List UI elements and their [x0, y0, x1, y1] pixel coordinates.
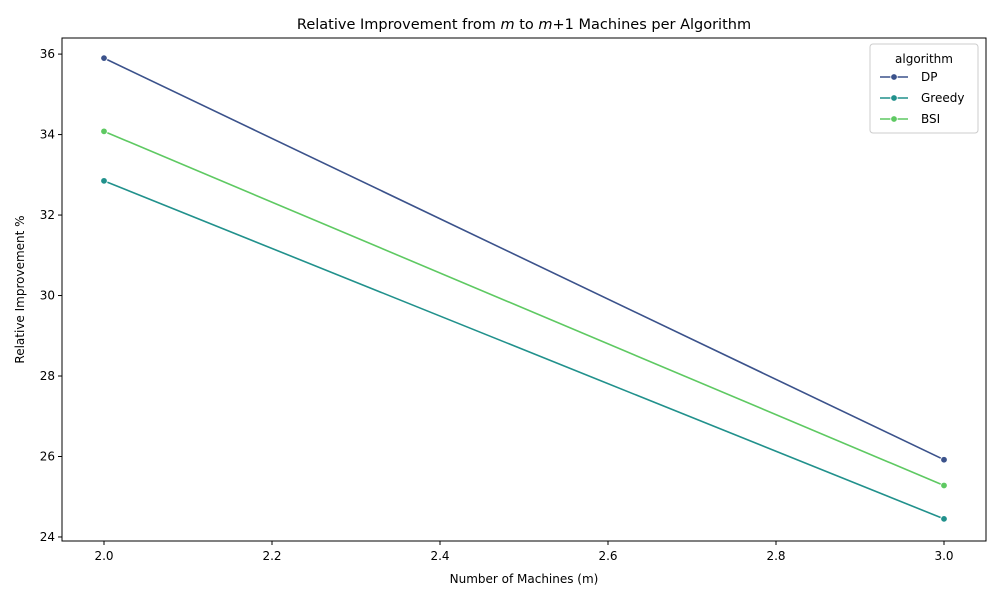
plot-frame [61, 37, 987, 542]
y-axis-label: Relative Improvement % [13, 215, 27, 363]
legend-entries: DP Greedy BSI [880, 70, 964, 126]
data-point-dp [940, 456, 948, 464]
y-tick-label: 34 [40, 128, 55, 142]
x-tick-label: 2.2 [262, 549, 281, 563]
legend-box [869, 43, 979, 134]
x-tick-label: 2.8 [766, 549, 785, 563]
series-line-dp [103, 57, 945, 461]
legend-title: algorithm [895, 52, 953, 66]
y-tick-label: 36 [40, 47, 55, 61]
data-point-greedy [100, 177, 108, 185]
x-tick-label: 2.4 [430, 549, 449, 563]
data-point-dp [100, 54, 108, 62]
legend-marker-dp [890, 73, 898, 81]
x-axis-label: Number of Machines (m) [450, 572, 599, 586]
y-tick-label: 24 [40, 530, 55, 544]
data-point-bsi [100, 127, 108, 136]
legend-marker-greedy [890, 94, 898, 102]
legend-label-dp: DP [921, 70, 937, 84]
data-point-bsi [940, 481, 948, 490]
y-tick-label: 28 [40, 369, 55, 383]
legend-label-bsi: BSI [921, 112, 940, 126]
data-point-greedy [940, 515, 948, 523]
series-line-greedy [103, 180, 945, 520]
legend: algorithm DP Greedy BSI [869, 43, 979, 134]
x-tick-label: 2.0 [94, 549, 113, 563]
x-tick-label: 3.0 [934, 549, 953, 563]
legend-label-greedy: Greedy [921, 91, 964, 105]
chart-title: Relative Improvement from m to m+1 Machi… [297, 17, 751, 33]
y-axis-ticks: 24 26 28 30 32 34 36 [40, 47, 62, 544]
y-tick-label: 30 [40, 289, 55, 303]
x-axis-ticks: 2.0 2.2 2.4 2.6 2.8 3.0 [94, 541, 954, 563]
series-line-bsi [103, 130, 945, 487]
y-tick-label: 26 [40, 449, 55, 463]
x-tick-label: 2.6 [598, 549, 617, 563]
y-tick-label: 32 [40, 208, 55, 222]
legend-marker-bsi [890, 115, 898, 123]
series-layer [100, 54, 948, 523]
